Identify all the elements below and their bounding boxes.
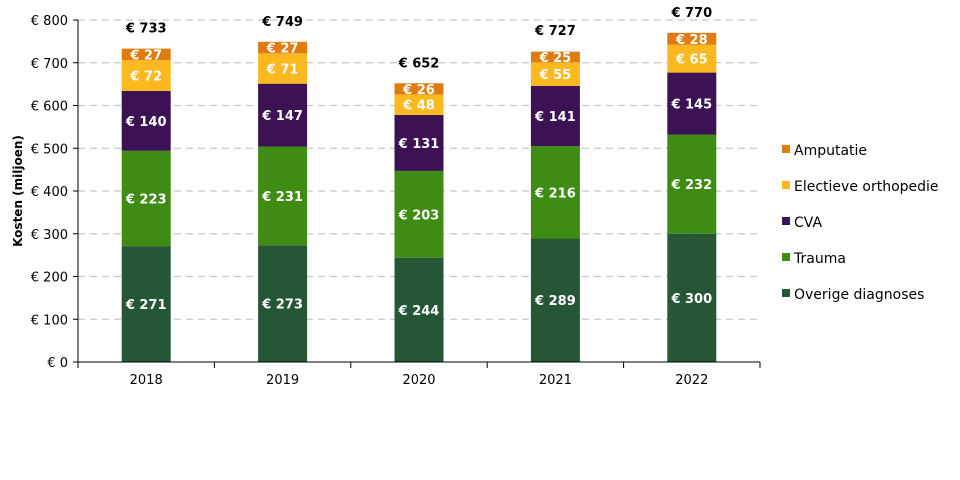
total-label: € 652 (398, 56, 440, 71)
data-label: € 27 (266, 42, 299, 57)
bar-segment (258, 245, 308, 362)
data-label: € 232 (670, 178, 712, 193)
bar-segment (258, 41, 308, 54)
total-label: € 749 (261, 15, 303, 30)
data-label: € 203 (398, 208, 440, 223)
data-label: € 289 (534, 294, 576, 309)
data-label: € 273 (261, 298, 303, 313)
data-label: € 223 (125, 192, 167, 207)
legend-label: CVA (794, 215, 822, 231)
x-tick-label: 2022 (675, 373, 708, 388)
bar-segment (121, 150, 171, 247)
legend: Amputatie Electieve orthopedie CVA Trauma Ov… (782, 143, 939, 303)
y-axis-ticks: € 0 € 100 € 200 € 300 € 400 € 500 € 600 € 700 € … (31, 14, 68, 371)
y-tick-label: € 400 (31, 185, 68, 200)
data-label: € 65 (675, 53, 708, 68)
data-label: € 71 (266, 63, 299, 78)
bar-segment (667, 233, 717, 362)
data-label: € 26 (402, 83, 435, 98)
bar-segment (394, 83, 444, 95)
bar-segment (667, 32, 717, 45)
bar-segment (121, 60, 171, 91)
x-tick-label: 2019 (266, 373, 299, 388)
data-label: € 131 (398, 137, 440, 152)
bar-segment (530, 85, 580, 147)
y-tick-label: € 0 (47, 356, 68, 371)
data-label: € 231 (261, 190, 303, 205)
bar-segment (394, 114, 444, 171)
bar-segment (530, 238, 580, 362)
legend-label: Overige diagnoses (794, 287, 924, 303)
x-tick-label: 2018 (130, 373, 163, 388)
bar-segment (394, 257, 444, 362)
data-label: € 271 (125, 298, 167, 313)
total-label: € 727 (534, 24, 576, 39)
data-label: € 300 (670, 292, 712, 307)
data-label: € 244 (398, 304, 440, 319)
bar-segment (530, 62, 580, 86)
legend-swatch (782, 253, 790, 261)
total-labels: € 733 € 749 € 652 € 727 € 770 (125, 6, 712, 71)
bar-segment (258, 53, 308, 84)
legend-label: Trauma (793, 251, 846, 267)
bar-segment (394, 170, 444, 258)
bar-segment (667, 72, 717, 135)
bar-segment (121, 90, 171, 151)
total-label: € 770 (670, 6, 712, 21)
legend-swatch (782, 217, 790, 225)
bars: € 271 € 223 € 140 € 72 € 27 € 273 € 231 € 147 € … (121, 32, 717, 362)
legend-swatch (782, 145, 790, 153)
bar-segment (530, 51, 580, 63)
bar-segment (530, 146, 580, 239)
total-label: € 733 (125, 22, 167, 37)
x-axis-ticks: 2018 2019 2020 2021 2022 (130, 373, 709, 388)
data-label: € 55 (539, 68, 572, 83)
x-tick-label: 2021 (539, 373, 572, 388)
bar-segment (258, 83, 308, 147)
y-tick-label: € 300 (31, 228, 68, 243)
legend-swatch (782, 289, 790, 297)
legend-swatch (782, 181, 790, 189)
legend-label: Electieve orthopedie (794, 179, 939, 195)
x-tick-label: 2020 (402, 373, 435, 388)
y-tick-label: € 700 (31, 57, 68, 72)
bar-segment (121, 48, 171, 61)
y-axis-title: Kosten (miljoen) (11, 135, 25, 247)
legend-label: Amputatie (794, 143, 867, 159)
data-label: € 140 (125, 115, 167, 130)
data-label: € 27 (129, 48, 162, 63)
bar-segment (667, 44, 717, 73)
data-label: € 28 (675, 33, 708, 48)
data-label: € 48 (402, 99, 435, 114)
y-tick-label: € 200 (31, 271, 68, 286)
bar-segment (394, 94, 444, 115)
y-tick-label: € 100 (31, 313, 68, 328)
y-tick-label: € 800 (31, 14, 68, 29)
axes (73, 19, 761, 368)
bar-segment (258, 146, 308, 246)
data-label: € 216 (534, 186, 576, 201)
data-label: € 141 (534, 110, 576, 125)
data-label: € 145 (670, 98, 712, 113)
data-label: € 72 (129, 70, 162, 85)
bar-segment (667, 134, 717, 234)
bar-segment (121, 246, 171, 362)
data-label: € 147 (261, 109, 303, 124)
y-tick-label: € 600 (31, 100, 68, 115)
data-label: € 25 (539, 51, 572, 66)
y-tick-label: € 500 (31, 142, 68, 157)
